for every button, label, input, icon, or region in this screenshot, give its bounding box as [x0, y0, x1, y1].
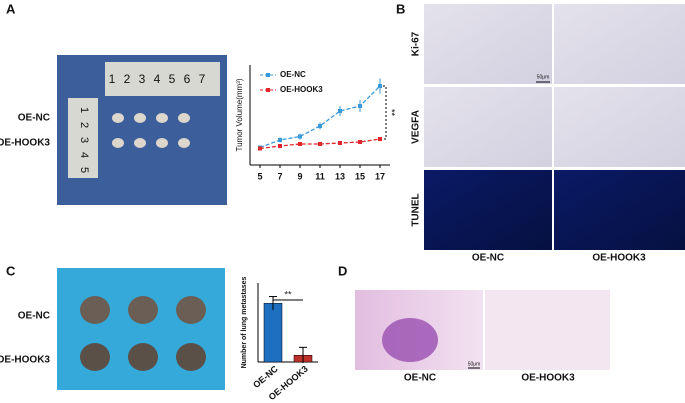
column-label: OE-NC: [472, 253, 504, 264]
ruler-digit: 5: [169, 72, 176, 86]
column-label: OE-NC: [404, 373, 436, 384]
tumor: [112, 138, 124, 148]
lung: [176, 343, 206, 371]
panel-label: D: [338, 263, 347, 278]
row-label: OE-HOOK3: [0, 355, 50, 366]
marker: [358, 140, 362, 144]
marker: [258, 146, 262, 151]
x-tick-label: 11: [315, 171, 325, 181]
ruler-digit: 4: [78, 152, 90, 158]
marker: [338, 141, 342, 145]
tumor: [178, 138, 190, 148]
marker: [338, 109, 342, 113]
tumor: [112, 113, 124, 123]
scale-label: 50μm: [537, 74, 550, 80]
ruler-digit: 1: [78, 107, 90, 113]
row-label: Ki-67: [411, 31, 422, 56]
ruler-digit: 2: [78, 122, 90, 128]
legend-marker: [266, 73, 270, 77]
ruler: [105, 62, 220, 96]
marker: [378, 84, 382, 88]
marker: [318, 124, 322, 128]
bar: [263, 303, 283, 363]
x-tick-label: 15: [355, 171, 365, 181]
column-label: OE-HOOK3: [521, 373, 575, 384]
row-label: OE-HOOK3: [0, 138, 50, 149]
lung-photo: [57, 268, 225, 390]
y-axis-label: Tumor Volume(mm³): [235, 78, 244, 151]
lung: [128, 343, 158, 371]
marker: [278, 144, 282, 148]
tumor: [156, 138, 168, 148]
annotation: **: [284, 289, 292, 299]
ruler-digit: 3: [78, 137, 90, 143]
ihc-image: [424, 87, 552, 167]
ruler-digit: 1: [109, 72, 116, 86]
ihc-image: [424, 4, 552, 84]
ruler-digit: 4: [154, 72, 161, 86]
x-tick-label: 17: [375, 171, 385, 181]
lung: [80, 296, 110, 324]
row-label: VEGFA: [411, 110, 422, 144]
ruler-digit: 3: [139, 72, 146, 86]
marker: [378, 137, 382, 141]
bracket: [383, 85, 387, 140]
legend-marker: [266, 88, 270, 92]
x-tick-label: 9: [297, 171, 302, 181]
marker: [318, 142, 322, 146]
ruler-digit: 6: [184, 72, 191, 86]
tunel-image: [554, 170, 685, 250]
panel-label: B: [396, 1, 405, 16]
marker: [298, 142, 302, 146]
lung: [80, 343, 110, 371]
x-tick-label: 13: [335, 171, 345, 181]
he-image: [485, 290, 610, 370]
marker: [278, 138, 282, 142]
ruler-digit: 5: [78, 167, 90, 173]
column-label: OE-HOOK3: [592, 253, 646, 264]
row-label: OE-NC: [18, 113, 50, 124]
scale-label: 50μm: [468, 361, 481, 367]
x-tick-label: 7: [277, 171, 282, 181]
annotation: **: [387, 109, 397, 117]
tumor: [134, 138, 146, 148]
lung: [128, 296, 158, 324]
tumor: [134, 113, 146, 123]
ruler-digit: 7: [199, 72, 206, 86]
tumor: [156, 113, 168, 123]
ihc-image: [554, 87, 685, 167]
marker: [358, 104, 362, 108]
row-label: TUNEL: [411, 193, 422, 226]
panel-label: C: [6, 263, 16, 278]
ruler-digit: 2: [124, 72, 131, 86]
x-tick-label: 5: [257, 171, 262, 181]
panel-label: A: [6, 1, 16, 16]
tumor: [178, 113, 190, 123]
lung: [176, 296, 206, 324]
y-axis-label: Number of lung metastases: [241, 276, 248, 368]
row-label: OE-NC: [18, 311, 50, 322]
marker: [298, 134, 302, 139]
legend-label: OE-NC: [280, 70, 306, 79]
metastasis: [382, 318, 438, 362]
ihc-image: [554, 4, 685, 84]
ruler: [68, 98, 98, 178]
legend-label: OE-HOOK3: [280, 85, 323, 94]
tunel-image: [424, 170, 552, 250]
